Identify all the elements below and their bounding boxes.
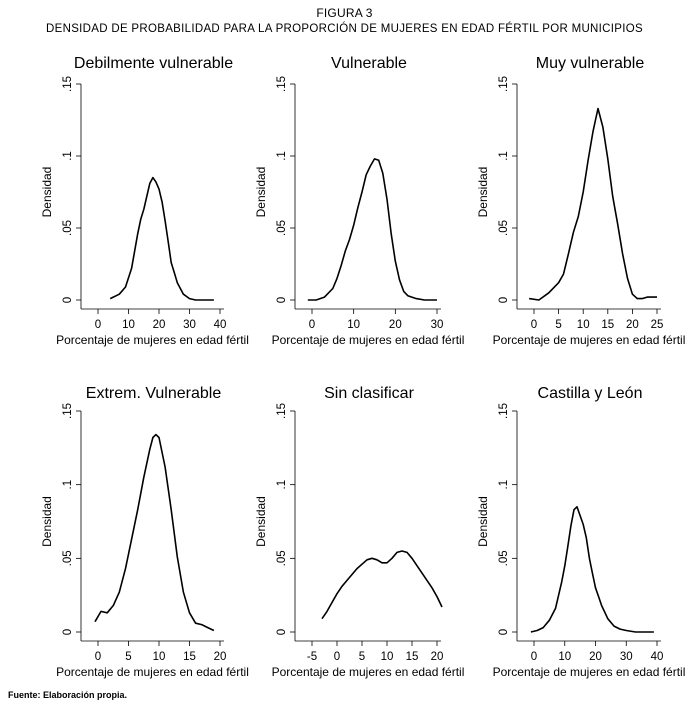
x-axis-label: Porcentaje de mujeres en edad fértil bbox=[56, 333, 249, 347]
y-tick-label: .05 bbox=[498, 550, 510, 566]
y-tick-label: .15 bbox=[62, 403, 74, 419]
y-tick-label: .05 bbox=[62, 220, 74, 236]
y-axis-label: Densidad bbox=[40, 167, 54, 218]
chart-title: Vulnerable bbox=[331, 55, 407, 72]
chart-title: Castilla y León bbox=[538, 385, 643, 402]
x-tick-label: 0 bbox=[309, 319, 315, 331]
x-tick-label: 0 bbox=[531, 651, 537, 663]
x-tick-label: 0 bbox=[95, 319, 101, 331]
density-line bbox=[307, 158, 437, 301]
y-tick-label: .1 bbox=[276, 151, 288, 161]
y-axis-label: Densidad bbox=[40, 496, 54, 547]
x-tick-label: 10 bbox=[558, 651, 571, 663]
chart-panel-3: Muy vulnerable 0 .05 .1 .15 0 5 10 15 20 25 Densida… bbox=[476, 55, 685, 347]
x-tick-label: 5 bbox=[125, 651, 131, 663]
x-tick-label: 30 bbox=[620, 651, 633, 663]
x-tick-label: -5 bbox=[307, 651, 317, 663]
x-tick-label: 40 bbox=[651, 651, 664, 663]
y-tick-label: 0 bbox=[276, 629, 288, 635]
chart-panel-2: Vulnerable 0 .05 .1 .15 0 10 20 30 Densidad Porcen… bbox=[254, 55, 464, 347]
y-tick-label: .1 bbox=[62, 480, 74, 490]
y-tick-label: .1 bbox=[62, 151, 74, 161]
y-tick-label: .15 bbox=[276, 403, 288, 419]
y-tick-label: .15 bbox=[276, 76, 288, 92]
x-tick-label: 40 bbox=[214, 319, 227, 331]
x-tick-label: 15 bbox=[601, 319, 614, 331]
density-line bbox=[94, 433, 215, 632]
x-tick-label: 0 bbox=[531, 319, 537, 331]
chart-panel-1: Debilmente vulnerable 0 .05 .1 .15 0 10 20 30 40 D… bbox=[40, 55, 249, 347]
y-tick-label: .1 bbox=[498, 151, 510, 161]
x-tick-label: 15 bbox=[183, 651, 196, 663]
x-axis-label: Porcentaje de mujeres en edad fértil bbox=[272, 665, 465, 679]
y-axis-label: Densidad bbox=[254, 496, 268, 547]
density-line bbox=[530, 505, 654, 633]
x-axis-label: Porcentaje de mujeres en edad fértil bbox=[272, 333, 465, 347]
x-tick-label: 30 bbox=[183, 319, 196, 331]
x-tick-label: 10 bbox=[381, 651, 394, 663]
x-tick-label: 15 bbox=[406, 651, 419, 663]
x-tick-label: 30 bbox=[431, 319, 444, 331]
y-axis-label: Densidad bbox=[476, 167, 490, 218]
y-axis-label: Densidad bbox=[254, 167, 268, 218]
x-tick-label: 20 bbox=[589, 651, 602, 663]
y-tick-label: .15 bbox=[498, 76, 510, 92]
density-line bbox=[321, 550, 443, 620]
y-axis-label: Densidad bbox=[476, 496, 490, 547]
y-tick-label: .05 bbox=[276, 220, 288, 236]
x-tick-label: 10 bbox=[347, 319, 360, 331]
figure-subtitle: DENSIDAD DE PROBABILIDAD PARA LA PROPORC… bbox=[46, 23, 643, 35]
chart-panel-4: Extrem. Vulnerable 0 .05 .1 .15 0 5 10 15 20 Densi… bbox=[40, 385, 249, 679]
y-tick-label: .15 bbox=[498, 403, 510, 419]
x-tick-label: 20 bbox=[431, 651, 444, 663]
y-tick-label: 0 bbox=[276, 297, 288, 303]
y-tick-label: .15 bbox=[62, 76, 74, 92]
y-tick-label: 0 bbox=[498, 297, 510, 303]
figure-title: FIGURA 3 bbox=[316, 6, 373, 20]
x-tick-label: 5 bbox=[359, 651, 365, 663]
y-tick-label: .05 bbox=[276, 550, 288, 566]
chart-title: Muy vulnerable bbox=[536, 55, 645, 72]
x-tick-label: 20 bbox=[626, 319, 639, 331]
source-note: Fuente: Elaboración propia. bbox=[8, 690, 128, 700]
x-tick-label: 20 bbox=[389, 319, 402, 331]
chart-panel-5: Sin clasificar 0 .05 .1 .15 -5 0 5 10 15 20 Densida… bbox=[254, 385, 464, 679]
y-tick-label: .05 bbox=[62, 550, 74, 566]
x-tick-label: 0 bbox=[334, 651, 340, 663]
y-tick-label: 0 bbox=[498, 629, 510, 635]
x-tick-label: 20 bbox=[214, 651, 227, 663]
x-tick-label: 5 bbox=[555, 319, 561, 331]
density-line bbox=[109, 176, 214, 301]
x-tick-label: 20 bbox=[153, 319, 166, 331]
x-axis-label: Porcentaje de mujeres en edad fértil bbox=[56, 665, 249, 679]
x-axis-label: Porcentaje de mujeres en edad fértil bbox=[493, 333, 686, 347]
y-tick-label: .1 bbox=[276, 480, 288, 490]
y-tick-label: 0 bbox=[62, 297, 74, 303]
chart-title: Extrem. Vulnerable bbox=[86, 385, 222, 402]
x-tick-label: 10 bbox=[577, 319, 590, 331]
density-line bbox=[528, 107, 657, 301]
y-tick-label: 0 bbox=[62, 629, 74, 635]
y-tick-label: .05 bbox=[498, 220, 510, 236]
x-axis-label: Porcentaje de mujeres en edad fértil bbox=[493, 665, 686, 679]
x-tick-label: 25 bbox=[651, 319, 664, 331]
x-tick-label: 10 bbox=[153, 651, 166, 663]
x-tick-label: 10 bbox=[122, 319, 135, 331]
chart-panel-6: Castilla y León 0 .05 .1 .15 0 10 20 30 40 Densida… bbox=[476, 385, 685, 679]
y-tick-label: .1 bbox=[498, 480, 510, 490]
x-tick-label: 0 bbox=[95, 651, 101, 663]
chart-title: Sin clasificar bbox=[324, 385, 414, 402]
chart-title: Debilmente vulnerable bbox=[74, 55, 233, 72]
